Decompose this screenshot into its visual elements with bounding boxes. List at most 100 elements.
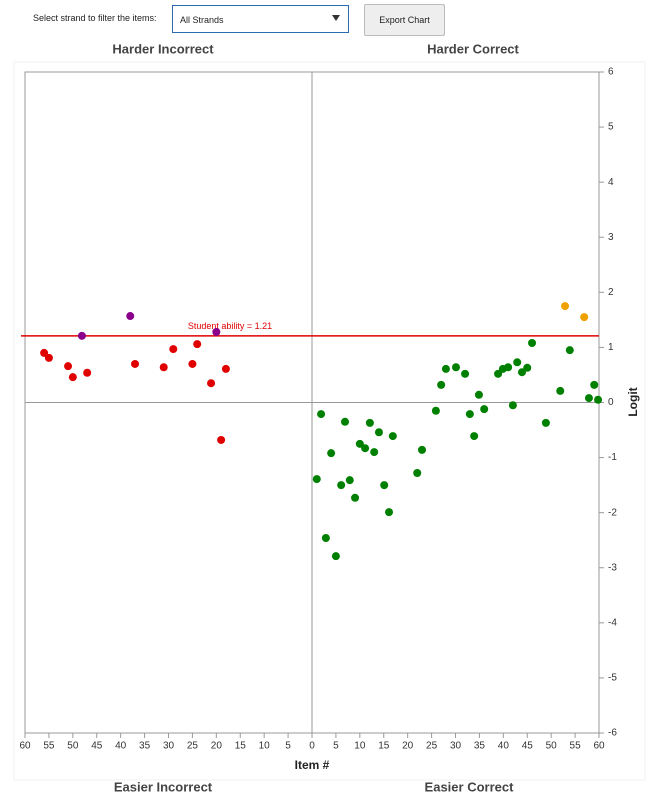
ability-label: Student ability = 1.21 [188, 321, 272, 331]
strand-select[interactable]: All Strands [172, 5, 349, 33]
x-tick-label: 30 [163, 741, 175, 752]
data-point [437, 380, 446, 389]
select-value: All Strands [180, 15, 224, 25]
data-point [561, 302, 570, 311]
data-point [388, 432, 397, 441]
x-axis-label: Item # [295, 758, 330, 772]
data-point [188, 359, 197, 368]
data-point [504, 363, 513, 372]
data-point [451, 363, 460, 372]
data-point [431, 406, 440, 415]
data-point [441, 364, 450, 373]
data-point [68, 373, 77, 382]
data-point [413, 469, 422, 478]
y-tick-label: -1 [608, 452, 617, 463]
data-point [580, 313, 589, 322]
data-point [44, 353, 53, 362]
x-tick-label: 40 [115, 741, 127, 752]
data-point [126, 312, 135, 321]
filter-label: Select strand to filter the items: [33, 13, 157, 23]
data-point [517, 368, 526, 377]
x-tick-label: 10 [354, 741, 366, 752]
data-point [169, 345, 178, 354]
y-tick-label: 5 [608, 122, 614, 133]
y-tick-label: -5 [608, 673, 617, 684]
data-point [83, 368, 92, 377]
data-point [193, 340, 202, 349]
export-button[interactable]: Export Chart [364, 4, 445, 36]
data-point [312, 475, 321, 484]
y-tick-label: -2 [608, 507, 617, 518]
data-point [212, 327, 221, 336]
y-tick-label: -3 [608, 562, 617, 573]
data-point [321, 534, 330, 543]
data-point [474, 390, 483, 399]
y-axis-label: Logit [626, 387, 640, 416]
y-tick-label: 4 [608, 177, 614, 188]
y-tick-label: 2 [608, 287, 614, 298]
data-point [317, 410, 326, 419]
data-point [327, 449, 336, 458]
y-tick-label: 3 [608, 232, 614, 243]
x-tick-label: 20 [211, 741, 223, 752]
x-tick-label: 10 [259, 741, 271, 752]
data-point [418, 445, 427, 454]
data-point [361, 444, 370, 453]
data-point [207, 379, 216, 388]
y-tick-label: -6 [608, 728, 617, 739]
x-tick-label: 35 [139, 741, 151, 752]
data-point [584, 394, 593, 403]
data-point [341, 417, 350, 426]
data-point [374, 428, 383, 437]
x-tick-label: 55 [43, 741, 55, 752]
chart-background [13, 61, 646, 781]
data-point [590, 380, 599, 389]
data-point [331, 552, 340, 561]
data-point [217, 435, 226, 444]
x-tick-label: 60 [593, 741, 605, 752]
x-tick-label: 25 [426, 741, 438, 752]
data-point [541, 418, 550, 427]
y-tick-label: 6 [608, 67, 614, 78]
data-point [337, 481, 346, 490]
x-tick-label: 0 [309, 741, 315, 752]
data-point [556, 386, 565, 395]
y-tick-label: 1 [608, 342, 614, 353]
data-point [40, 348, 49, 357]
quadrant-label: Harder Incorrect [112, 41, 214, 56]
data-point [494, 369, 503, 378]
x-tick-label: 35 [474, 741, 486, 752]
quadrant-label: Harder Correct [427, 41, 519, 56]
y-tick-label: 0 [608, 397, 614, 408]
x-tick-label: 45 [522, 741, 534, 752]
data-point [565, 346, 574, 355]
data-point [159, 363, 168, 372]
quadrant-label: Easier Correct [425, 779, 515, 794]
data-point [528, 339, 537, 348]
x-tick-label: 25 [187, 741, 199, 752]
data-point [523, 363, 532, 372]
select-arrow [332, 15, 340, 21]
data-point [131, 359, 140, 368]
x-tick-label: 50 [67, 741, 79, 752]
data-point [351, 493, 360, 502]
x-tick-label: 55 [570, 741, 582, 752]
data-point [64, 362, 73, 371]
data-point [385, 508, 394, 517]
data-point [345, 476, 354, 485]
data-point [461, 369, 470, 378]
x-tick-label: 15 [235, 741, 247, 752]
data-point [470, 432, 479, 441]
data-point [513, 358, 522, 367]
x-tick-label: 50 [546, 741, 558, 752]
data-point [221, 364, 230, 373]
x-tick-label: 5 [285, 741, 291, 752]
x-tick-label: 15 [378, 741, 390, 752]
data-point [365, 418, 374, 427]
data-point [77, 331, 86, 340]
x-tick-label: 30 [450, 741, 462, 752]
data-point [480, 405, 489, 414]
data-point [594, 395, 603, 404]
